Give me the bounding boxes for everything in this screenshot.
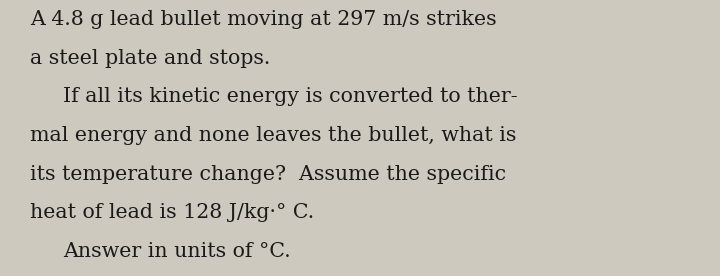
Text: mal energy and none leaves the bullet, what is: mal energy and none leaves the bullet, w… <box>30 126 517 145</box>
Text: If all its kinetic energy is converted to ther-: If all its kinetic energy is converted t… <box>63 87 518 106</box>
Text: a steel plate and stops.: a steel plate and stops. <box>30 49 271 68</box>
Text: its temperature change?  Assume the specific: its temperature change? Assume the speci… <box>30 164 506 184</box>
Text: Answer in units of °C.: Answer in units of °C. <box>63 242 291 261</box>
Text: heat of lead is 128 J/kg·° C.: heat of lead is 128 J/kg·° C. <box>30 203 315 222</box>
Text: A 4.8 g lead bullet moving at 297 m/s strikes: A 4.8 g lead bullet moving at 297 m/s st… <box>30 10 497 29</box>
